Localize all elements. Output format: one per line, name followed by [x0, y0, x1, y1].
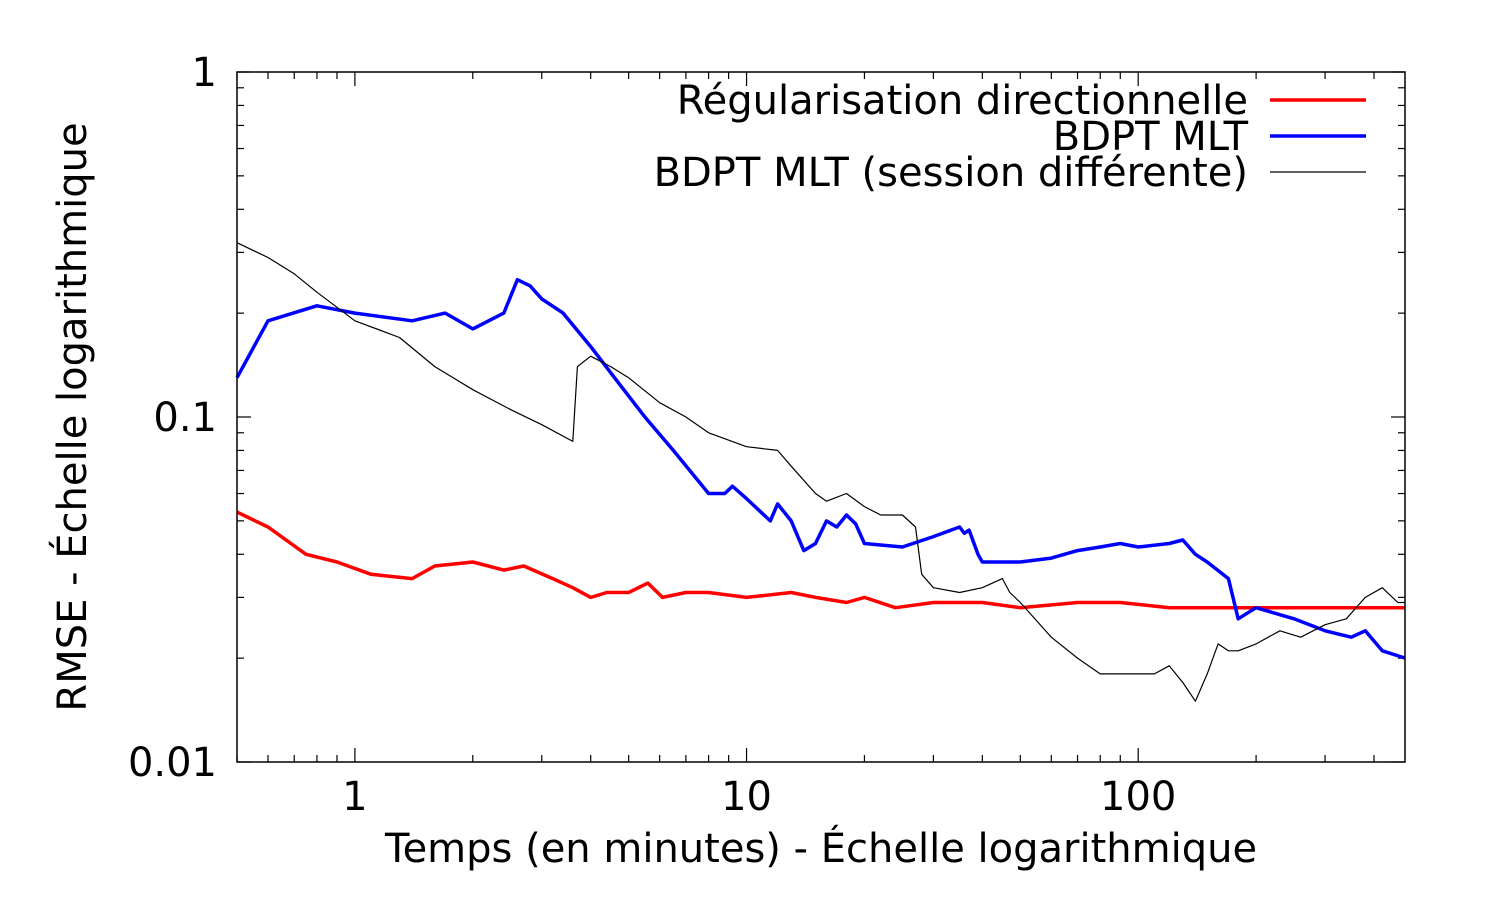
- y-tick-label: 0.01: [128, 740, 217, 786]
- legend-label: BDPT MLT: [1053, 114, 1249, 160]
- plot-frame: [236, 71, 1406, 763]
- legend-label: BDPT MLT (session différente): [654, 150, 1248, 196]
- y-tick-label: 1: [192, 50, 217, 96]
- x-tick-label: 100: [1100, 774, 1176, 820]
- y-tick-label: 0.1: [153, 395, 217, 441]
- series-line-1: [236, 510, 1405, 610]
- y-axis-label: RMSE - Échelle logarithmique: [48, 122, 96, 711]
- x-tick-label: 1: [342, 774, 367, 820]
- series-line-2: [235, 277, 1406, 660]
- x-tick-label: 10: [721, 774, 772, 820]
- series-layer: [235, 242, 1406, 702]
- legend-label: Régularisation directionnelle: [677, 78, 1248, 124]
- x-axis-label: Temps (en minutes) - Échelle logarithmiq…: [384, 824, 1257, 872]
- series-line-3: [236, 242, 1405, 702]
- ticks-layer: [236, 71, 1405, 763]
- tick-labels-layer: 1 10 100 0.01 0.1 1: [128, 50, 1176, 820]
